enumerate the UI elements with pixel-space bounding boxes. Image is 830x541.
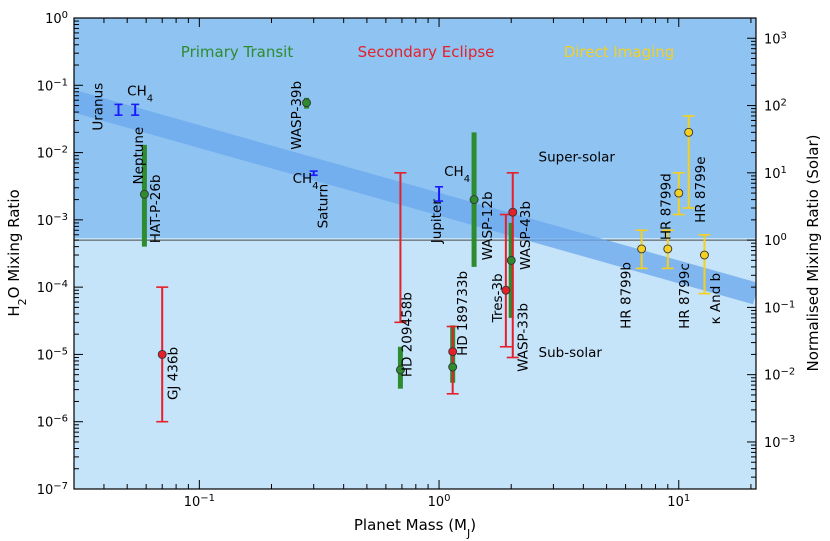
ch4-label-0: CH4: [127, 84, 153, 105]
label-wasp-43b: WASP-43b: [518, 201, 534, 270]
x-tick-label-1: 10−1: [184, 493, 215, 511]
hr-8799c-direct-imaging-point: [663, 244, 673, 254]
hd-189733b-secondary-eclipse-point: [448, 347, 458, 357]
x-tick-label-1: 101: [667, 493, 690, 511]
label-tres-3b: Tres-3b: [490, 273, 506, 323]
y-axis-title-rest: O Mixing Ratio: [5, 189, 23, 298]
y-tick-label-5: 10−5: [37, 346, 68, 364]
label-hd-209458b: HD 209458b: [400, 292, 416, 377]
ch4-label-2: CH4: [444, 164, 470, 185]
x-axis-title-end: ): [470, 516, 476, 534]
hr-8799e-direct-imaging-point: [684, 127, 694, 137]
hr-8799d-direct-imaging-point: [674, 188, 684, 198]
label-and-b: κ And b: [708, 273, 724, 324]
y2-tick-label-0: 100: [764, 232, 787, 250]
y2-tick-label-3: 103: [764, 30, 787, 48]
axis-ticks: 10−1 100 101 100 10−1 10−2 10−3 10−4 10−5 10−6 10−…: [37, 10, 796, 511]
y-tick-label-3: 10−3: [37, 211, 68, 229]
annotation-labels: HAT-P-26b WASP-39b WASP-12b HD 209458b HD 18…: [91, 81, 724, 400]
y2-tick-label-2: 10−2: [764, 366, 795, 384]
y-tick-label-2: 10−2: [37, 144, 68, 162]
ch4-label-1: CH4: [293, 171, 319, 192]
label-hd-189733b: HD 189733b: [455, 271, 471, 356]
tres-3b-secondary-eclipse-point: [501, 285, 511, 295]
y2-tick-label-3: 10−3: [764, 433, 795, 451]
legend-secondary-eclipse: Secondary Eclipse: [358, 43, 495, 61]
legend-direct-imaging: Direct Imaging: [564, 43, 675, 61]
wasp-33b-primary-transit-point: [506, 255, 516, 265]
label-hr-8799e: HR 8799e: [693, 156, 709, 223]
label-gj-436b: GJ 436b: [165, 347, 181, 400]
label-hr-8799c: HR 8799c: [677, 263, 693, 329]
x-axis-title-main: Planet Mass (M: [354, 516, 467, 534]
y2-tick-label-1: 101: [764, 164, 787, 182]
plot-frame: [73, 17, 757, 490]
y2-tick-label-2: 102: [764, 97, 787, 115]
wasp-39b-primary-transit-point: [302, 98, 311, 108]
label-neptune: Neptune: [131, 127, 147, 185]
region-sub-solar: Sub-solar: [539, 345, 603, 361]
y-axis-title-h: H: [5, 305, 23, 316]
label-wasp-12b: WASP-12b: [480, 191, 496, 260]
wasp-43b-secondary-eclipse-point: [508, 207, 518, 217]
label-jupiter: Jupiter: [429, 199, 445, 244]
hd-209458b-primary-transit-point: [395, 365, 405, 375]
y2-axis-title: Normalised Mixing Ratio (Solar): [804, 135, 822, 372]
label-hr-8799b: HR 8799b: [618, 262, 634, 329]
y-tick-label-6: 10−6: [37, 413, 68, 431]
wasp-12b-primary-transit-point: [469, 195, 479, 205]
gj-436b-secondary-eclipse-point: [157, 349, 167, 359]
hr-8799b-direct-imaging-point: [637, 244, 647, 254]
label-saturn: Saturn: [316, 184, 332, 229]
data-points: [139, 98, 709, 375]
y-axis-title: H2O Mixing Ratio: [5, 189, 29, 316]
y-tick-label-0: 100: [45, 10, 68, 28]
region-super-solar: Super-solar: [539, 149, 616, 165]
label-wasp-33b: WASP-33b: [515, 303, 531, 372]
y-axis-title-sub: 2: [16, 298, 29, 305]
label-wasp-39b: WASP-39b: [289, 81, 305, 150]
label-hat-p-26b: HAT-P-26b: [148, 175, 164, 244]
sub-solar-region: [74, 238, 756, 489]
x-axis-title-sub: J: [466, 527, 470, 540]
label-uranus: Uranus: [91, 83, 107, 131]
x-tick-label-0: 100: [428, 493, 451, 511]
label-hr-8799d: HR 8799d: [659, 173, 675, 240]
y-tick-label-4: 10−4: [37, 279, 68, 297]
hd-189733b-primary-transit-point: [448, 362, 458, 372]
hat-p-26b-primary-transit-point: [139, 189, 149, 199]
y2-tick-label-1: 10−1: [764, 299, 795, 317]
legend-primary-transit: Primary Transit: [181, 43, 294, 61]
and-b-direct-imaging-point: [700, 250, 709, 260]
x-axis-title: Planet Mass (MJ): [354, 516, 476, 540]
y-tick-label-1: 10−1: [37, 77, 68, 95]
y-tick-label-7: 10−7: [37, 481, 68, 499]
